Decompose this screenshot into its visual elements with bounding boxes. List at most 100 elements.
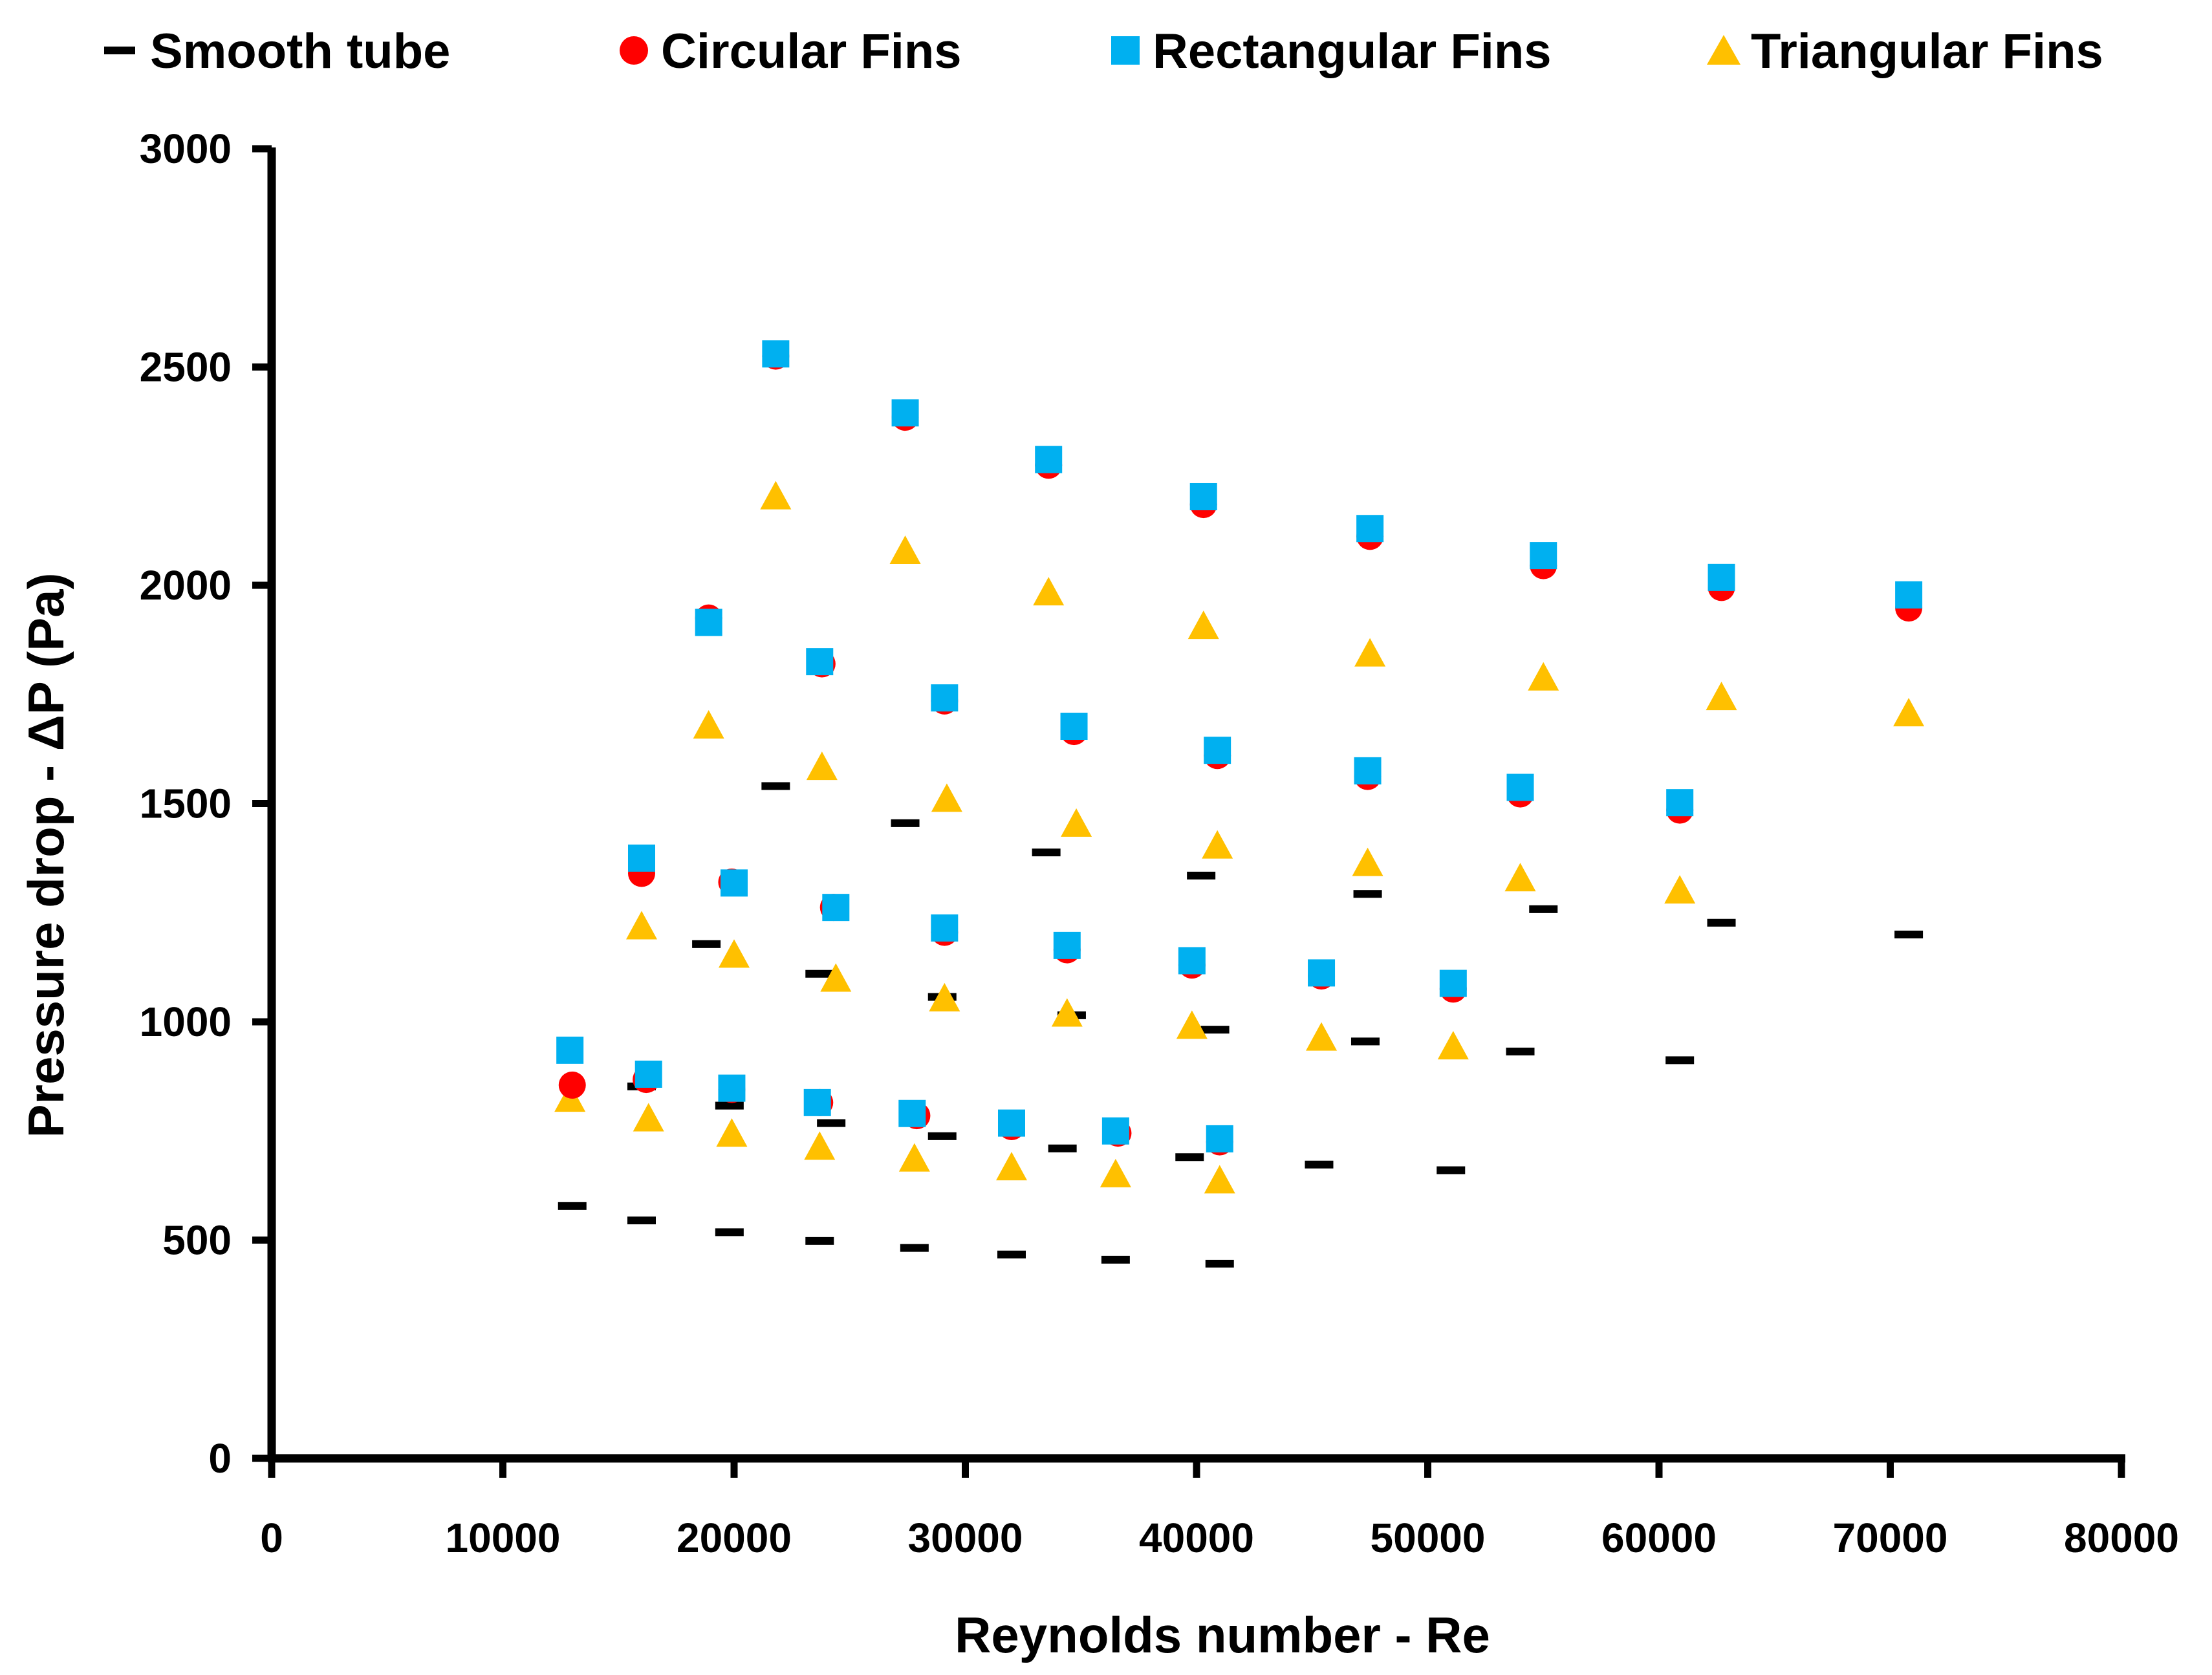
data-point (1707, 918, 1736, 927)
x-tick-label: 0 (260, 1515, 283, 1561)
plot-area (554, 340, 1925, 1268)
x-axis-title: Reynolds number - Re (955, 1606, 1490, 1663)
data-point (716, 1118, 748, 1147)
data-point (1204, 1165, 1235, 1194)
data-point (1506, 773, 1534, 801)
legend-label: Smooth tube (150, 24, 450, 79)
data-point (1352, 847, 1383, 876)
data-point (1189, 482, 1217, 510)
series-smooth-tube (558, 782, 1924, 1268)
data-point (1437, 1031, 1469, 1060)
data-point (1665, 1056, 1695, 1064)
y-tick-label: 0 (208, 1435, 232, 1482)
data-point (803, 1088, 831, 1116)
data-point (1504, 863, 1536, 892)
data-point (1350, 1037, 1380, 1046)
x-tick-label: 80000 (2064, 1515, 2179, 1561)
data-point (898, 1143, 930, 1172)
data-point (558, 1202, 587, 1210)
data-point (891, 399, 919, 427)
data-point (719, 939, 750, 968)
legend-item: Rectangular Fins (1111, 24, 1552, 79)
data-point (805, 969, 834, 978)
data-point (1051, 998, 1083, 1027)
data-point (927, 1132, 957, 1140)
legend: Smooth tube Circular Fins Rectangular Fins… (104, 24, 2103, 79)
data-point (898, 1099, 926, 1127)
data-point (1061, 808, 1092, 837)
data-point (633, 1103, 664, 1132)
data-point (1308, 959, 1336, 987)
data-point (1175, 1153, 1204, 1162)
y-tick-label: 1000 (140, 999, 232, 1045)
data-point (715, 1101, 744, 1110)
data-point (715, 1228, 744, 1237)
data-point (1437, 1166, 1466, 1174)
legend-item: Smooth tube (104, 24, 450, 79)
data-point (1528, 662, 1559, 691)
data-point (822, 894, 850, 922)
data-point (1706, 682, 1737, 711)
data-point (1187, 611, 1219, 640)
data-point (693, 710, 724, 739)
data-point (721, 869, 748, 897)
legend-label: Rectangular Fins (1153, 24, 1552, 79)
data-point (931, 914, 959, 942)
data-point (1206, 1125, 1233, 1152)
series-rectangular-fins (556, 340, 1923, 1152)
data-point (1894, 931, 1924, 938)
data-point (931, 684, 959, 712)
legend-label: Triangular Fins (1751, 24, 2103, 79)
data-point (889, 535, 921, 564)
data-point (806, 751, 838, 781)
data-point (1053, 931, 1081, 959)
data-point (1306, 1022, 1338, 1051)
y-axis: 0 500 1000 1500 2000 2500 3000 (140, 125, 276, 1482)
data-point (1305, 1160, 1334, 1169)
data-point (558, 1071, 586, 1099)
x-axis: 0 10000 20000 30000 40000 50000 60000 70000 8000… (260, 1454, 2179, 1561)
data-point (1666, 789, 1694, 817)
data-point (1506, 1047, 1535, 1055)
x-tick-label: 70000 (1833, 1515, 1948, 1561)
y-tick-label: 1500 (140, 781, 232, 827)
data-point (1176, 1010, 1208, 1039)
data-point (718, 1074, 746, 1102)
data-point (1664, 875, 1696, 904)
data-point (806, 648, 834, 676)
data-point (1356, 515, 1384, 543)
data-point (1354, 638, 1386, 667)
data-point (762, 340, 790, 368)
legend-item: Circular Fins (620, 24, 962, 79)
data-point (1529, 905, 1558, 913)
data-point (1032, 848, 1061, 857)
data-point (1354, 757, 1382, 784)
data-point (891, 819, 920, 827)
data-point (1439, 969, 1467, 997)
legend-item: Triangular Fins (1707, 24, 2103, 79)
data-point (1205, 1259, 1234, 1268)
y-tick-label: 3000 (140, 125, 232, 172)
data-point (1895, 581, 1923, 609)
x-tick-label: 40000 (1139, 1515, 1254, 1561)
data-point (692, 940, 721, 948)
data-point (695, 609, 722, 636)
y-tick-label: 2500 (140, 344, 232, 391)
data-point (997, 1250, 1026, 1259)
data-point (998, 1109, 1025, 1137)
data-point (931, 783, 962, 812)
series-triangular-fins (554, 481, 1925, 1194)
y-axis-title: Pressure drop - ΔP (Pa) (17, 573, 74, 1138)
legend-marker-dash (104, 47, 135, 54)
data-point (1060, 713, 1088, 740)
x-tick-label: 60000 (1601, 1515, 1717, 1561)
data-point (1101, 1117, 1129, 1145)
data-point (1178, 947, 1206, 975)
x-tick-label: 50000 (1371, 1515, 1486, 1561)
legend-marker-circle (620, 36, 648, 65)
data-point (1035, 446, 1063, 473)
data-point (634, 1061, 662, 1088)
data-point (1708, 563, 1735, 591)
x-tick-label: 20000 (677, 1515, 792, 1561)
